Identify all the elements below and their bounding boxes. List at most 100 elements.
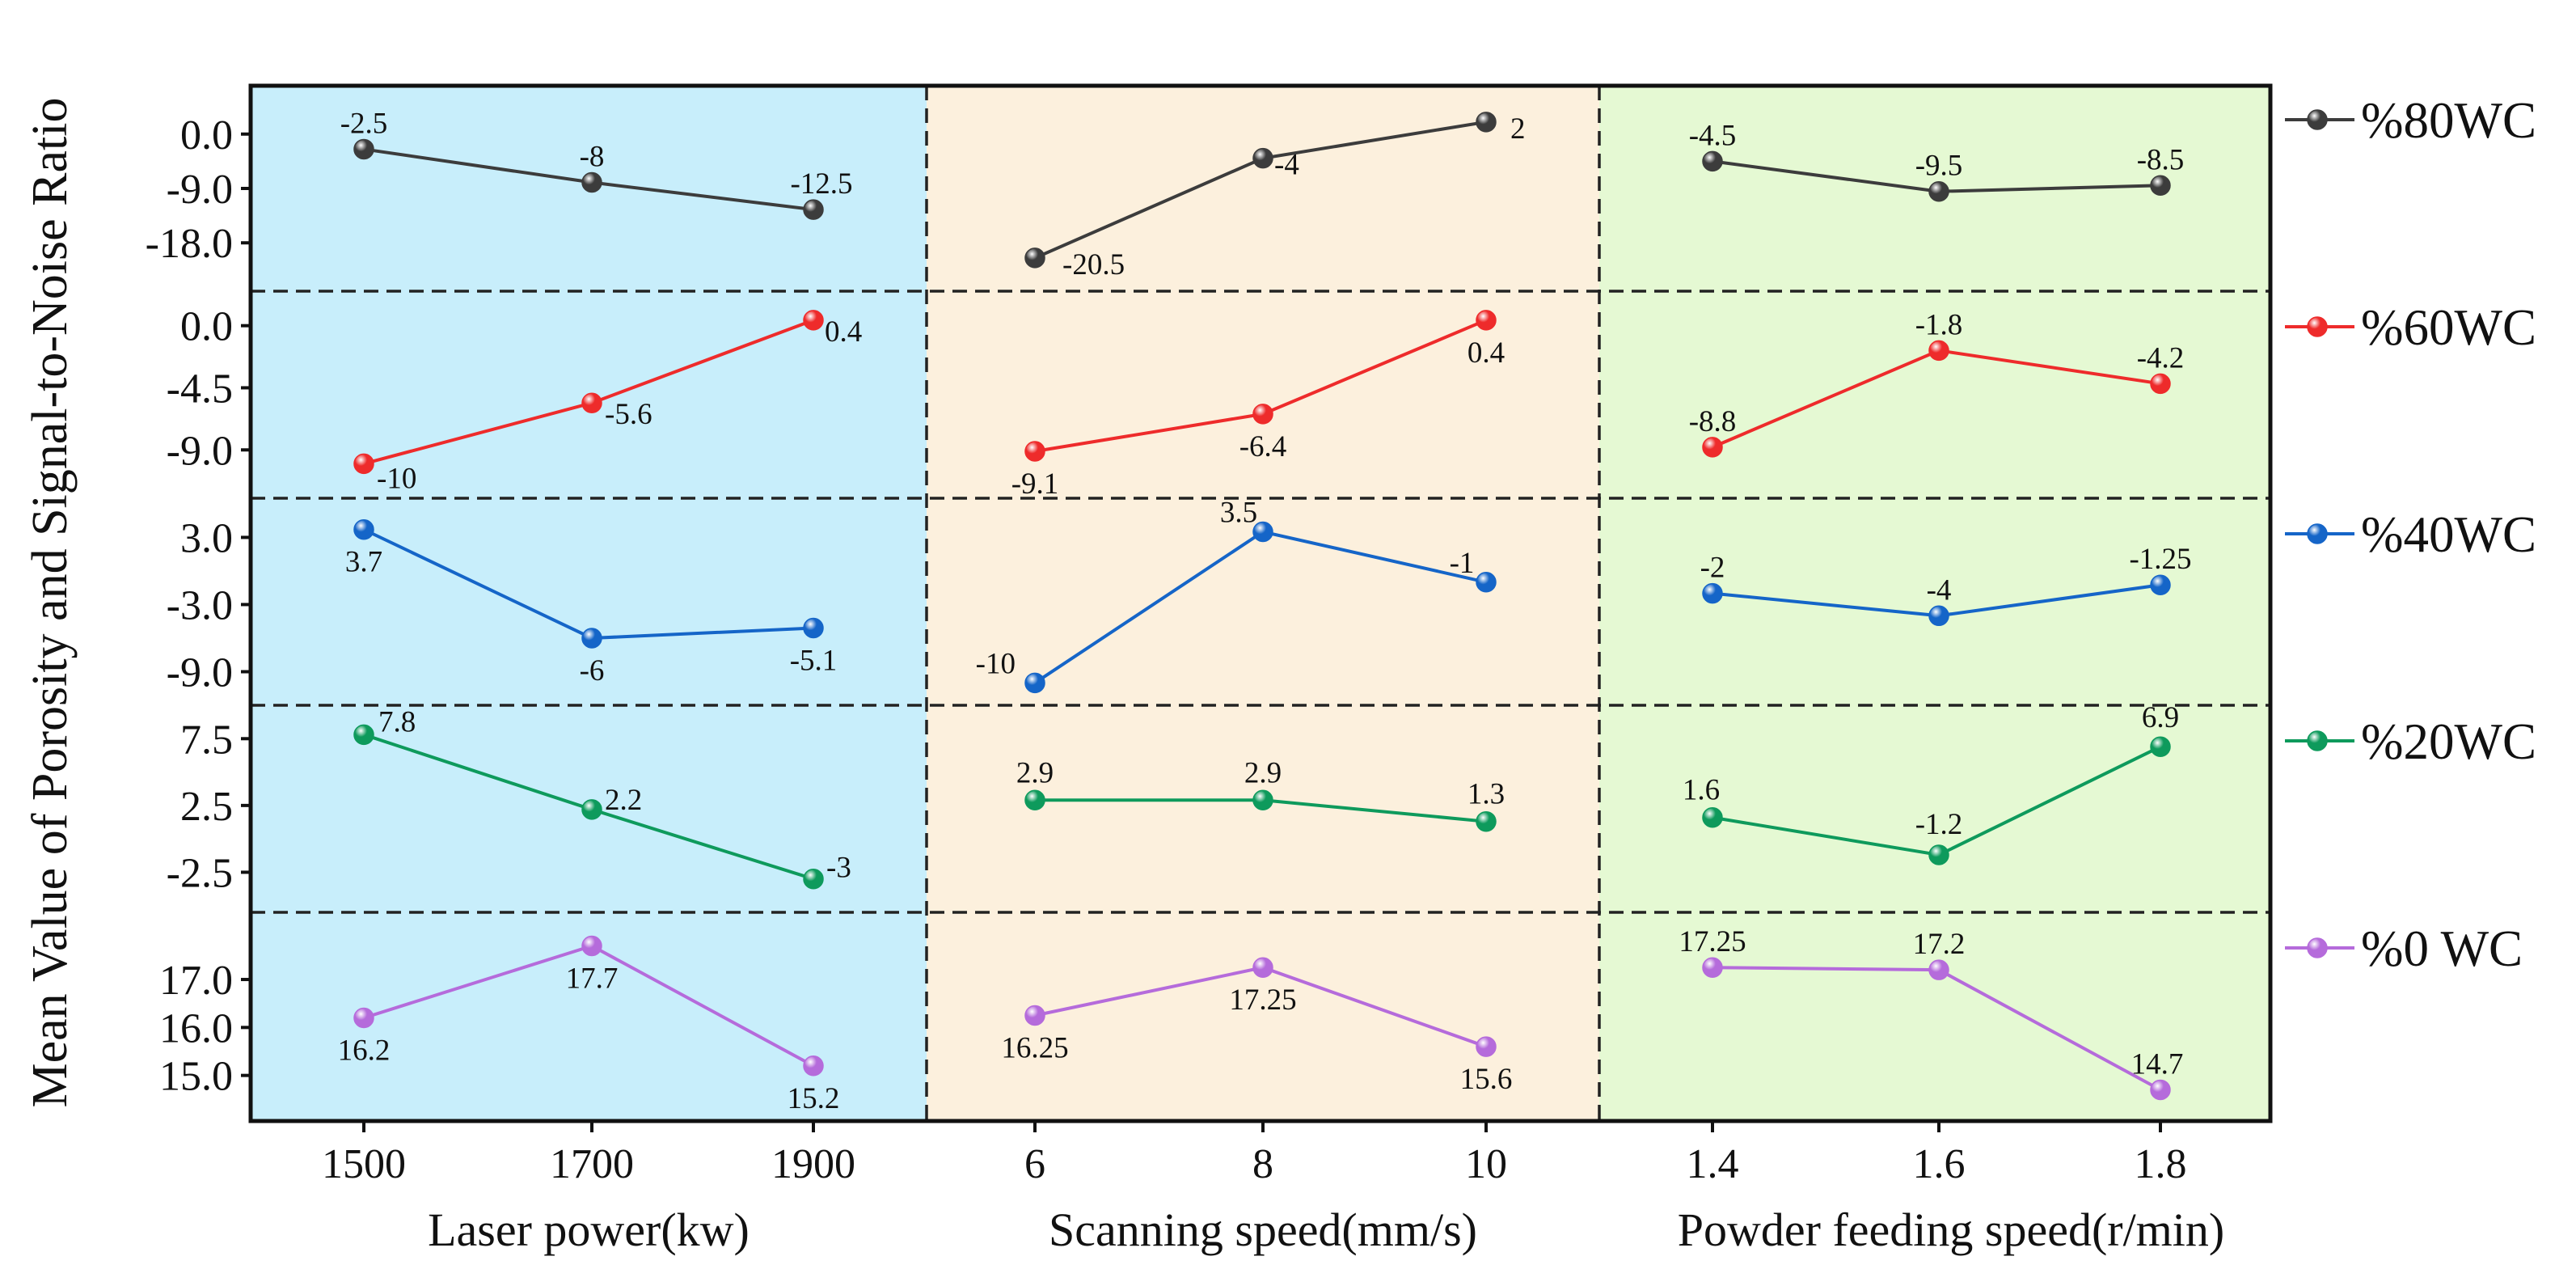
data-label: 17.25 <box>1229 984 1296 1017</box>
x-axis-labels: Laser power(kw) Scanning speed(mm/s) Powde… <box>428 1204 2224 1256</box>
legend-marker <box>2307 109 2328 130</box>
data-label: -1.2 <box>1915 808 1963 841</box>
data-point <box>1252 521 1273 543</box>
data-label: 2.9 <box>1244 756 1282 789</box>
y-tick-label: -9.0 <box>167 649 233 696</box>
y-tick-label: -9.0 <box>167 428 233 474</box>
x-tick-label: 8 <box>1252 1141 1273 1187</box>
data-label: 0.4 <box>1467 336 1505 370</box>
data-label: 2 <box>1510 112 1526 146</box>
data-point <box>1702 806 1723 828</box>
data-point <box>1024 1005 1045 1026</box>
y-tick-label: -9.0 <box>167 167 233 213</box>
data-point <box>1928 340 1949 362</box>
data-label: -8.5 <box>2137 143 2185 176</box>
data-point <box>1702 437 1723 458</box>
data-label: -1.25 <box>2129 543 2191 576</box>
data-label: -4 <box>1927 573 1952 607</box>
y-tick-label: -2.5 <box>167 850 233 896</box>
data-label: 3.7 <box>345 546 382 579</box>
data-label: 1.6 <box>1683 774 1720 807</box>
data-point <box>1252 789 1273 811</box>
data-label: 2.2 <box>605 784 642 817</box>
data-label: -9.5 <box>1915 150 1963 183</box>
data-label: 17.2 <box>1913 928 1966 961</box>
data-point <box>1476 810 1497 832</box>
data-label: -6 <box>580 654 605 687</box>
data-point <box>581 171 602 193</box>
data-point <box>1476 112 1497 133</box>
data-label: 17.25 <box>1679 925 1746 958</box>
x-tick-label: 6 <box>1024 1141 1045 1187</box>
x-tick-label: 1.6 <box>1913 1141 1966 1187</box>
x-tick-label: 1700 <box>550 1141 634 1187</box>
data-label: 15.2 <box>788 1082 840 1115</box>
y-tick-label: 3.0 <box>180 515 233 561</box>
x-axis-label: Laser power(kw) <box>428 1204 750 1256</box>
data-label: -5.1 <box>790 645 838 678</box>
y-tick-label: 15.0 <box>159 1054 233 1100</box>
data-point <box>803 868 824 890</box>
data-point <box>1252 147 1273 169</box>
series-4: 7.8 2.2 -3 2.9 2.9 1.3 1.6 -1.2 6.9 <box>353 701 2179 890</box>
data-point <box>1252 957 1273 978</box>
data-point <box>1252 404 1273 425</box>
x-axis-label: Powder feeding speed(r/min) <box>1678 1204 2224 1256</box>
data-label: -1.8 <box>1915 308 1963 341</box>
x-tick-label: 10 <box>1465 1141 1507 1187</box>
legend-label: %60WC <box>2361 299 2536 356</box>
data-point <box>2150 1079 2171 1101</box>
data-label: -9.1 <box>1011 467 1059 501</box>
legend-label: %20WC <box>2361 713 2536 770</box>
x-axis-label: Scanning speed(mm/s) <box>1049 1204 1477 1256</box>
y-tick-label: -3.0 <box>167 582 233 628</box>
data-point <box>1024 789 1045 811</box>
data-label: 6.9 <box>2142 701 2179 734</box>
data-point <box>2150 175 2171 197</box>
data-label: 3.5 <box>1220 497 1257 530</box>
y-tick-label: -18.0 <box>146 221 233 267</box>
data-point <box>353 518 374 540</box>
data-label: -4 <box>1274 149 1299 182</box>
y-tick-label: 16.0 <box>159 1005 233 1051</box>
y-tick-label: 2.5 <box>180 784 233 830</box>
data-point <box>1928 605 1949 627</box>
data-point <box>1476 572 1497 593</box>
data-label: 16.2 <box>338 1034 391 1067</box>
data-point <box>2150 736 2171 757</box>
data-label: -12.5 <box>790 167 852 201</box>
data-label: -10 <box>377 462 416 495</box>
data-label: -8.8 <box>1689 405 1737 438</box>
data-point <box>1928 180 1949 202</box>
y-tick-label: 0.0 <box>180 112 233 159</box>
data-point <box>2150 373 2171 395</box>
y-tick-label: 17.0 <box>159 958 233 1004</box>
data-label: -6.4 <box>1239 430 1287 463</box>
series-1: -2.5 -8 -12.5 -20.5 -4 2 -4.5 -9.5 -8.5 <box>340 107 2185 281</box>
y-tick-label: 7.5 <box>180 717 233 763</box>
y-tick-label: -4.5 <box>167 366 233 412</box>
series-5: 16.2 17.7 15.2 16.25 17.25 15.6 17.25 17.2 14.7 <box>338 925 2184 1115</box>
row-dividers <box>251 86 2270 1121</box>
data-label: -5.6 <box>605 398 652 431</box>
x-tick-label: 1500 <box>322 1141 406 1187</box>
data-label: -10 <box>976 647 1016 680</box>
data-label: 1.3 <box>1467 778 1505 811</box>
data-label: 15.6 <box>1460 1063 1513 1096</box>
data-label: -4.2 <box>2137 341 2185 374</box>
legend-marker <box>2307 730 2328 751</box>
data-point <box>353 453 374 475</box>
series-2: -10 -5.6 0.4 -9.1 -6.4 0.4 -8.8 -1.8 -4.2 <box>353 308 2185 501</box>
data-point <box>2150 574 2171 595</box>
data-point <box>803 310 824 331</box>
data-point <box>803 1055 824 1077</box>
data-point <box>803 199 824 220</box>
data-label: 14.7 <box>2131 1047 2184 1081</box>
legend-label: %80WC <box>2361 92 2536 149</box>
data-point <box>803 617 824 639</box>
data-point <box>1024 441 1045 462</box>
data-label: -4.5 <box>1689 119 1737 152</box>
data-label: 2.9 <box>1016 756 1054 789</box>
data-label: -2 <box>1700 552 1725 585</box>
